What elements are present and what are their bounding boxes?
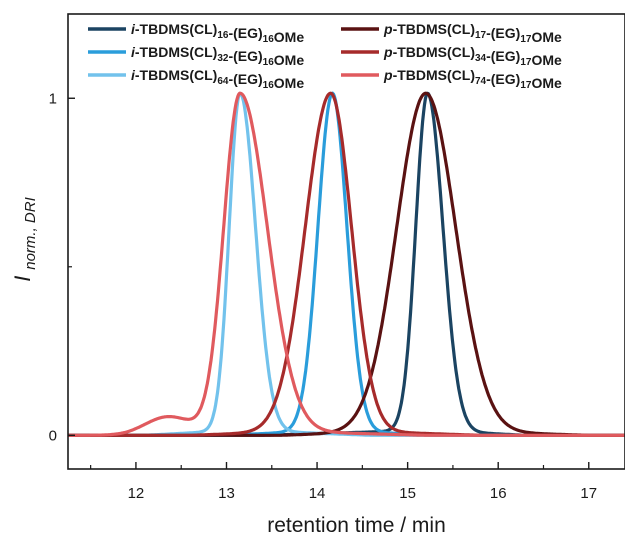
- x-tick-label: 13: [218, 485, 235, 502]
- legend-item-1: i-TBDMS(CL)16-(EG)16OMe: [88, 21, 304, 45]
- series-line-4: [67, 91, 625, 437]
- ticks-layer: 12 13 14 15 16 17 0 1: [49, 90, 597, 502]
- series-line-5: [67, 91, 625, 437]
- x-tick-label: 12: [128, 485, 145, 502]
- series-layer: [67, 91, 625, 437]
- x-axis-label: retention time / min: [267, 514, 446, 537]
- y-axis-label-sub: norm., DRI: [22, 197, 39, 270]
- x-tick-label: 16: [490, 485, 507, 502]
- legend-item-5: p-TBDMS(CL)34-(EG)17OMe: [341, 44, 562, 68]
- x-tick-label: 14: [309, 485, 326, 502]
- series-line-2: [67, 91, 625, 437]
- legend-label: i-TBDMS(CL)16-(EG)16OMe: [131, 21, 304, 45]
- legend-label: i-TBDMS(CL)64-(EG)16OMe: [131, 67, 304, 91]
- legend-label: p-TBDMS(CL)17-(EG)17OMe: [383, 21, 562, 45]
- legend-item-3: i-TBDMS(CL)64-(EG)16OMe: [88, 67, 304, 91]
- x-tick-label: 17: [580, 485, 597, 502]
- y-tick-label: 0: [49, 427, 57, 444]
- legend-item-2: i-TBDMS(CL)32-(EG)16OMe: [88, 44, 304, 68]
- y-tick-label: 1: [49, 90, 57, 107]
- legend-label: p-TBDMS(CL)34-(EG)17OMe: [383, 44, 562, 68]
- plot-frame: [67, 13, 625, 470]
- legend-item-6: p-TBDMS(CL)74-(EG)17OMe: [341, 67, 562, 91]
- legend-label: i-TBDMS(CL)32-(EG)16OMe: [131, 44, 304, 68]
- series-line-6: [67, 91, 625, 437]
- series-line-3: [67, 91, 625, 437]
- series-line-1: [67, 91, 625, 437]
- legend-item-4: p-TBDMS(CL)17-(EG)17OMe: [341, 21, 562, 45]
- x-tick-label: 15: [399, 485, 416, 502]
- legend: i-TBDMS(CL)16-(EG)16OMe p-TBDMS(CL)17-(EG…: [88, 21, 562, 91]
- y-axis-label: I norm., DRI: [10, 197, 39, 281]
- legend-label: p-TBDMS(CL)74-(EG)17OMe: [383, 67, 562, 91]
- y-axis-label-main: I: [10, 276, 35, 282]
